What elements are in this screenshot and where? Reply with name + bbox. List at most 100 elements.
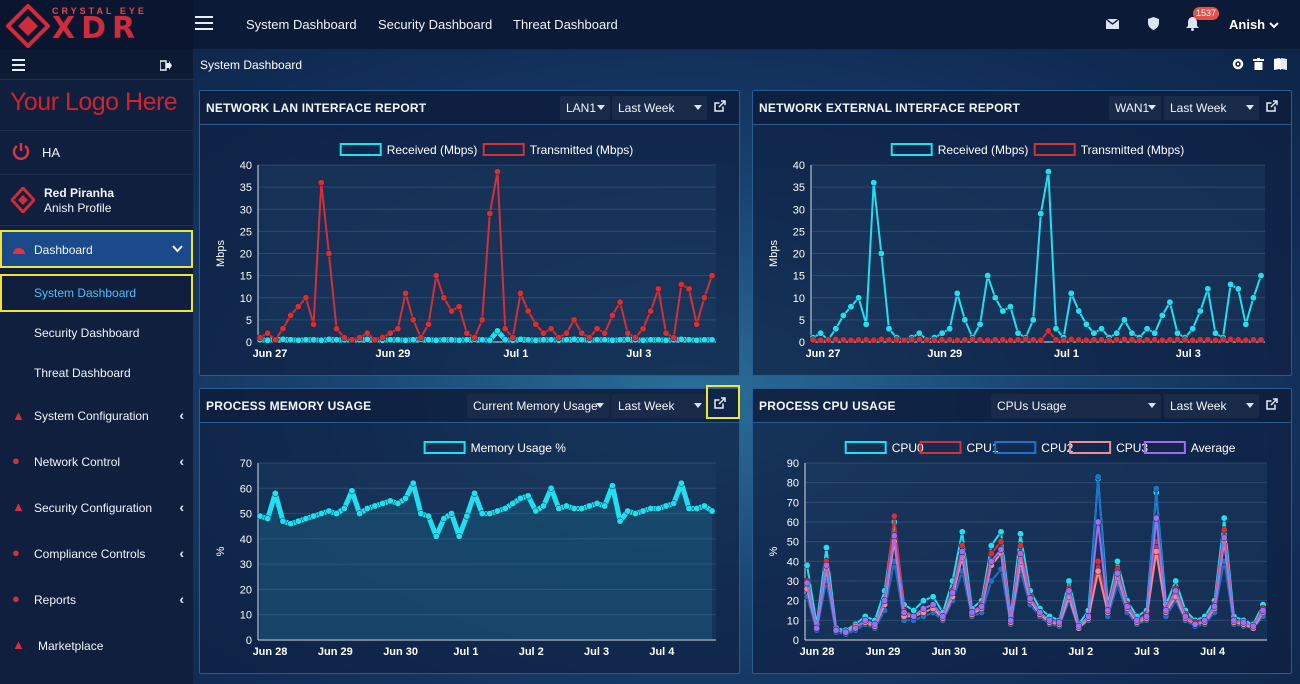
panel-lan-interface: NETWORK LAN INTERFACE REPORT LAN1 Last W… (199, 90, 740, 376)
data-point (402, 289, 410, 297)
y-tick-label: 0 (799, 337, 805, 349)
range-select[interactable]: Last Week (612, 394, 707, 418)
data-point (1151, 336, 1159, 344)
data-point (264, 329, 272, 337)
data-point (677, 479, 685, 487)
data-point (938, 336, 946, 344)
data-point (562, 336, 570, 344)
topnav-threat-dashboard[interactable]: Threat Dashboard (513, 17, 618, 32)
data-point (425, 336, 432, 344)
sidebar-item-compliance-controls[interactable]: ● Compliance Controls ‹ (0, 533, 193, 573)
mail-icon[interactable] (1106, 19, 1119, 29)
data-point (693, 336, 701, 344)
data-point (647, 505, 655, 512)
data-point (1084, 612, 1092, 620)
sidebar-profile[interactable]: Red Piranha Anish Profile (0, 176, 193, 226)
data-point (1014, 336, 1022, 344)
data-point (294, 517, 302, 525)
topnav-security-dashboard[interactable]: Security Dashboard (378, 17, 493, 32)
data-point (700, 294, 708, 302)
data-point (1257, 336, 1265, 344)
interface-select[interactable]: WAN1 (1109, 96, 1161, 120)
data-point (302, 515, 310, 523)
data-point (570, 335, 578, 343)
y-axis-label: Mbps (215, 240, 227, 267)
data-point (890, 532, 898, 540)
data-point (585, 502, 593, 510)
x-tick-label: Jun 30 (383, 646, 418, 658)
range-select[interactable]: Last Week (1164, 394, 1259, 418)
data-point (870, 179, 878, 187)
sidebar-item-ha[interactable]: HA (0, 130, 193, 175)
range-select[interactable]: Last Week (612, 96, 707, 120)
data-point (1075, 622, 1083, 630)
data-point (386, 329, 394, 337)
data-point (532, 336, 540, 344)
sidebar-subitem-threat-dashboard[interactable]: Threat Dashboard (0, 354, 193, 392)
data-point (949, 589, 956, 597)
y-tick-label: 25 (793, 226, 805, 238)
data-point (1249, 294, 1257, 302)
range-select[interactable]: Last Week (1164, 96, 1259, 120)
data-point (524, 307, 532, 315)
data-point (509, 334, 517, 342)
data-point (593, 336, 601, 344)
data-point (1259, 607, 1267, 614)
data-point (662, 336, 670, 344)
x-tick-label: Jun 28 (800, 646, 835, 658)
data-point (363, 505, 371, 512)
user-menu[interactable]: Anish (1229, 17, 1279, 32)
data-point (1162, 607, 1170, 614)
metric-select[interactable]: CPUs Usage (991, 394, 1161, 418)
data-point (1128, 336, 1136, 344)
data-point (976, 320, 984, 328)
data-point (432, 272, 440, 280)
interface-select[interactable]: LAN1 (560, 96, 610, 120)
data-point (310, 512, 318, 520)
crystal-eye-logo-icon (6, 4, 50, 48)
data-point (654, 336, 662, 344)
topnav-system-dashboard[interactable]: System Dashboard (246, 17, 357, 32)
data-point (1211, 603, 1218, 611)
data-point (440, 336, 448, 344)
brand-logo[interactable]: CRYSTAL EYE XDR (0, 0, 193, 50)
sidebar-item-system-configuration[interactable]: ▲ System Configuration ‹ (0, 395, 193, 435)
data-point (978, 603, 986, 611)
sidebar-subitem-system-dashboard[interactable]: System Dashboard (0, 274, 193, 312)
metric-select[interactable]: Current Memory Usage (467, 394, 609, 418)
x-tick-label: Jul 1 (1002, 646, 1027, 658)
shield-icon[interactable] (1148, 17, 1159, 30)
y-tick-label: 15 (240, 271, 252, 283)
data-point (803, 579, 811, 587)
data-point (1065, 587, 1073, 595)
sidebar-item-marketplace[interactable]: ▲ Marketplace (0, 625, 193, 665)
bell-icon[interactable] (1186, 17, 1199, 31)
external-link-icon[interactable] (1266, 398, 1278, 410)
plot-area (805, 463, 1267, 640)
sidebar-subitem-security-dashboard[interactable]: Security Dashboard (0, 314, 193, 352)
data-point (842, 628, 850, 636)
external-link-icon[interactable] (714, 100, 726, 112)
trash-icon[interactable] (1253, 58, 1264, 70)
data-point (547, 336, 555, 344)
gear-icon[interactable] (1232, 58, 1244, 70)
sidebar-item-security-configuration[interactable]: ▲ Security Configuration ‹ (0, 487, 193, 527)
sidebar-collapse-icon[interactable] (12, 59, 25, 71)
data-point (631, 510, 639, 518)
x-tick-label: Jun 27 (253, 348, 288, 360)
sidebar-item-network-control[interactable]: ● Network Control ‹ (0, 441, 193, 481)
sidebar-item-dashboard[interactable]: Dashboard (0, 230, 193, 268)
y-tick-label: 5 (799, 315, 805, 327)
sidebar-item-reports[interactable]: ● Reports ‹ (0, 579, 193, 619)
x-tick-label: Jun 27 (806, 348, 841, 360)
data-point (929, 593, 937, 601)
sidebar-item-dashboard-label: Dashboard (34, 243, 93, 257)
logout-icon[interactable] (160, 60, 172, 71)
data-point (570, 505, 578, 512)
external-link-button[interactable] (706, 385, 740, 419)
book-icon[interactable] (1274, 58, 1287, 70)
data-point (1060, 336, 1068, 344)
external-link-icon[interactable] (1266, 100, 1278, 112)
menu-toggle-icon[interactable] (195, 16, 213, 30)
x-tick-label: Jul 2 (1068, 646, 1093, 658)
